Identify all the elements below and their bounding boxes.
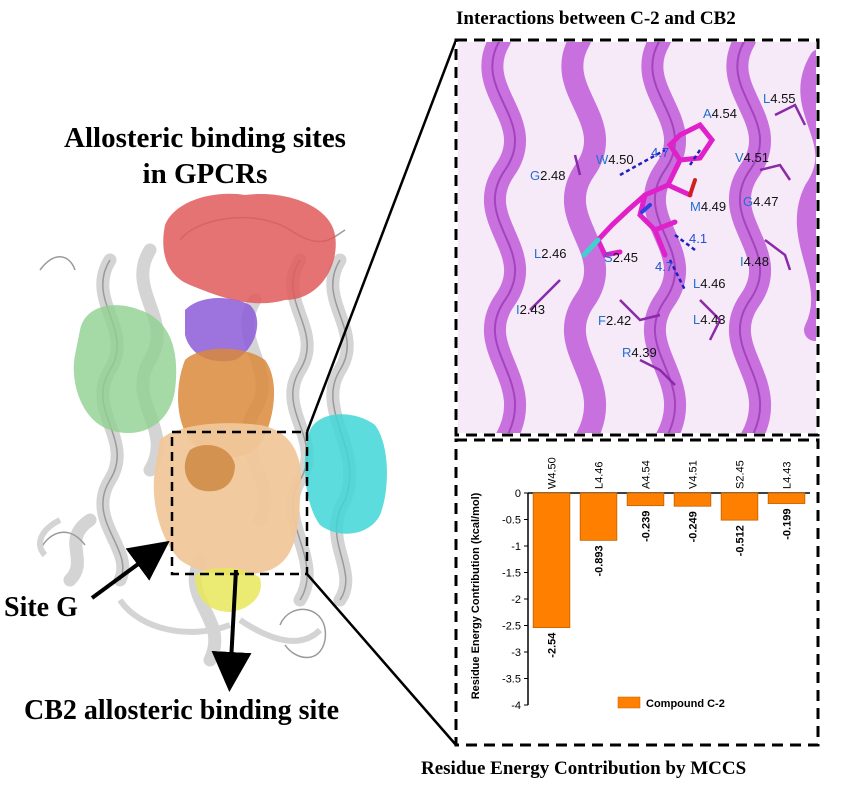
x-tick-label: V4.51	[688, 460, 700, 489]
y-tick-label: 0	[515, 488, 521, 500]
residue-label: L2.46	[534, 246, 567, 261]
cb2-site-arrow	[211, 569, 252, 692]
purple-site-surface	[185, 298, 258, 362]
residue-label: A4.54	[703, 106, 737, 121]
chart-y-axis-label: Residue Energy Contribution (kcal/mol)	[470, 492, 482, 699]
bar	[626, 492, 665, 507]
y-tick-label: -1.5	[502, 568, 521, 580]
bar-value-label: -0.893	[594, 545, 606, 576]
zoom-line-top	[305, 39, 458, 433]
residue-label: I2.43	[516, 302, 545, 317]
bar-value-label: -0.199	[782, 509, 794, 540]
green-site-surface	[73, 305, 177, 434]
bar	[673, 492, 712, 507]
distance-label-3: 4.7	[655, 259, 673, 274]
y-tick-label: -2.5	[502, 621, 521, 633]
residue-label: M4.49	[690, 199, 726, 214]
allosteric-sites-title: Allosteric binding sites in GPCRs	[40, 120, 370, 192]
energy-chart-panel: Residue Energy Contribution (kcal/mol) 0…	[454, 438, 820, 747]
bar	[532, 492, 571, 629]
gpcr-structure	[37, 39, 458, 746]
bar-value-label: -2.54	[547, 632, 559, 658]
ligand-c2	[595, 121, 716, 258]
residue-label: I4.48	[740, 254, 769, 269]
cyan-site-surface	[304, 414, 387, 534]
bar-value-label: -0.239	[641, 511, 653, 542]
interaction-dashes	[619, 148, 702, 291]
red-site-surface	[163, 193, 336, 304]
y-tick-label: -2	[511, 594, 521, 606]
allosteric-title-line1: Allosteric binding sites	[64, 122, 346, 154]
bar-value-label: -0.249	[688, 511, 700, 542]
y-tick-label: -1	[511, 541, 521, 553]
x-tick-label: A4.54	[641, 460, 653, 489]
interaction-panel: A4.54 L4.55 W4.50 V4.51 G2.48 M4.49 G4.47 L2.46…	[454, 38, 820, 437]
site-g-box	[170, 430, 309, 576]
peach-inner-shade	[184, 445, 235, 492]
legend-label: Compound C-2	[646, 698, 725, 710]
residue-labels: A4.54 L4.55 W4.50 V4.51 G2.48 M4.49 G4.47 L2.46…	[516, 91, 796, 360]
y-tick-label: -0.5	[502, 515, 521, 527]
zoom-line-bottom	[306, 573, 457, 746]
site-g-arrow	[90, 540, 170, 600]
y-tick-label: -3	[511, 647, 521, 659]
distance-label-2: 4.1	[689, 231, 707, 246]
x-tick-label: W4.50	[547, 457, 559, 489]
y-tick-label: -4	[511, 700, 521, 712]
residue-label: V4.51	[735, 150, 769, 165]
bar-value-label: -0.512	[735, 525, 747, 556]
peach-site-surface	[153, 423, 301, 576]
chart-panel-border	[454, 438, 820, 747]
residue-label: L4.43	[693, 312, 726, 327]
bar-chart: 0 -0.5 -1 -1.5 -2 -2.5 -3 -3.5 -4 W4.50 -2.54 L4.46…	[502, 457, 810, 712]
distance-label-1: 4.7	[651, 145, 669, 160]
cb2-site-label: CB2 allosteric binding site	[24, 695, 340, 726]
residue-label: F2.42	[598, 313, 631, 328]
legend-swatch	[617, 696, 641, 709]
bar	[720, 492, 759, 521]
x-tick-label: S2.45	[735, 460, 747, 489]
bar	[579, 492, 618, 541]
site-g-label: Site G	[4, 592, 78, 623]
yellow-site-surface	[195, 567, 261, 612]
y-tick-label: -3.5	[502, 674, 521, 686]
residue-label: W4.50	[596, 152, 634, 167]
interactions-title: Interactions between C-2 and CB2	[456, 8, 736, 29]
x-tick-label: L4.43	[782, 461, 794, 489]
residue-sidechains	[529, 103, 807, 386]
residue-label: R4.39	[622, 345, 657, 360]
allosteric-title-line2: in GPCRs	[142, 158, 268, 190]
residue-label: L4.55	[763, 91, 796, 106]
residue-label: G2.48	[530, 168, 565, 183]
residue-label: G4.47	[743, 194, 778, 209]
residue-label: L4.46	[693, 276, 726, 291]
bar	[767, 492, 806, 504]
x-tick-label: L4.46	[594, 461, 606, 489]
mccs-title: Residue Energy Contribution by MCCS	[421, 758, 747, 779]
residue-label: S2.45	[604, 250, 638, 265]
